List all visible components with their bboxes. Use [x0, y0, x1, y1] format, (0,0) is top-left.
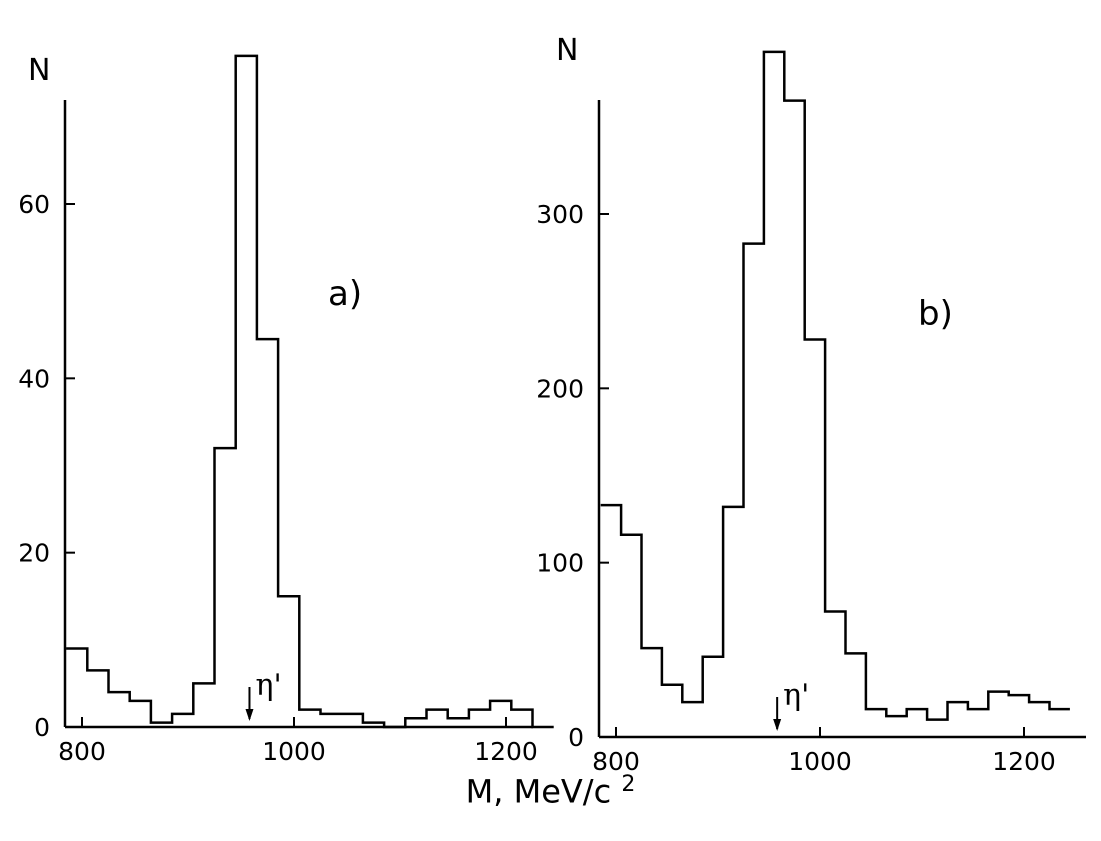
histogram-bin	[448, 718, 469, 727]
histogram-bin	[682, 702, 702, 737]
x-axis-label: M, MeV/c 2	[0, 772, 1101, 811]
histogram-bin	[886, 716, 906, 737]
histogram-bin	[1009, 695, 1029, 737]
histogram-bin	[784, 101, 804, 737]
y-tick-label: 300	[536, 200, 584, 229]
histogram-bin	[405, 718, 426, 727]
histogram-bin	[87, 670, 108, 727]
eta-prime-arrow	[773, 697, 782, 731]
y-tick-label: 20	[18, 539, 50, 568]
histogram-outline	[66, 54, 554, 729]
histogram-bin	[601, 505, 621, 737]
x-axis-label-text: M, MeV/c	[465, 772, 612, 811]
x-tick-label: 1200	[474, 737, 538, 766]
histogram-bin	[703, 657, 723, 737]
y-tick-label: 200	[536, 374, 584, 403]
histogram-bin	[321, 714, 342, 727]
histogram-bin	[1029, 702, 1049, 737]
histogram-bin	[723, 507, 743, 737]
histogram-bin	[299, 710, 320, 727]
eta-prime-label: η'	[255, 668, 281, 703]
x-tick-label: 800	[58, 737, 106, 766]
histogram-bin	[215, 448, 236, 727]
panel-label: b)	[918, 294, 953, 334]
histogram-bin	[363, 723, 384, 727]
histogram-bin	[66, 649, 87, 727]
histogram-bin	[662, 685, 682, 737]
histogram-bin	[948, 702, 968, 737]
histogram-bin	[764, 52, 784, 737]
x-tick-label: 1000	[262, 737, 326, 766]
y-axis-name: N	[28, 53, 50, 88]
x-axis-label-superscript: 2	[621, 772, 636, 797]
y-tick-label: 100	[536, 549, 584, 578]
histogram-bin	[968, 709, 988, 737]
histogram-bin	[278, 596, 299, 727]
histogram-bin	[1050, 709, 1070, 737]
histogram-bin	[193, 683, 214, 727]
arrow-head	[773, 719, 782, 731]
histogram-bin	[846, 653, 866, 737]
histogram-bin	[130, 701, 151, 727]
histogram-bin	[151, 723, 172, 727]
histogram-panel-b: 0 100 200 300 800 1000 1200 Nη' b)	[536, 33, 1086, 776]
histogram-bin	[825, 611, 845, 737]
histogram-bin	[642, 648, 662, 737]
y-tick-label: 0	[34, 713, 50, 742]
histogram-bin	[490, 701, 511, 727]
histogram-bin	[236, 56, 257, 727]
histogram-bin	[511, 710, 532, 727]
histogram-bin	[988, 692, 1008, 737]
histogram-bin	[469, 710, 490, 727]
histogram-bin	[744, 244, 764, 737]
histogram-bin	[342, 714, 363, 727]
y-axis-name: N	[556, 33, 578, 68]
histogram-bin	[427, 710, 448, 727]
y-tick-label: 0	[568, 723, 584, 752]
y-tick-label: 40	[18, 364, 50, 393]
histogram-bin	[866, 709, 886, 737]
eta-prime-arrow	[245, 687, 254, 721]
histogram-bin	[907, 709, 927, 737]
y-tick-label: 60	[18, 190, 50, 219]
histogram-bin	[172, 714, 193, 727]
histogram-bin	[109, 692, 130, 727]
histogram-outline	[600, 50, 1070, 721]
x-tick-label: 1200	[992, 747, 1056, 776]
histogram-panel-a: 0 20 40 60 800 1000 1200 Nη' a)	[18, 53, 554, 766]
panel-label: a)	[328, 274, 362, 314]
histogram-bin	[621, 535, 641, 737]
x-tick-label: 800	[592, 747, 640, 776]
eta-prime-label: η'	[783, 678, 809, 713]
arrow-head	[245, 709, 254, 721]
x-tick-label: 1000	[788, 747, 852, 776]
histogram-bin	[927, 720, 947, 737]
